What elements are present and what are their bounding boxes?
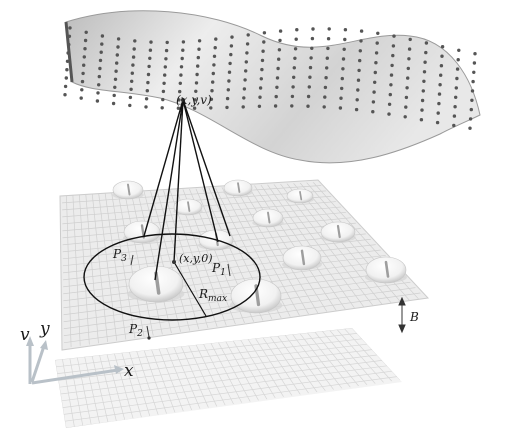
- p1-marker: [227, 263, 231, 277]
- peak-2: [173, 198, 203, 216]
- line-to-bump-right: [182, 99, 231, 237]
- peak-8: [320, 221, 356, 243]
- axis-y-line: [30, 345, 46, 383]
- rmax-radius-line: [173, 261, 207, 317]
- label-xy0: (x,y,0): [179, 252, 213, 265]
- xyv-point: [181, 98, 185, 102]
- p3-marker: [130, 254, 134, 266]
- line-to-p3: [143, 99, 184, 237]
- xy0-point: [172, 260, 176, 264]
- peak-7: [252, 208, 284, 228]
- surface: [63, 10, 481, 164]
- peak-9: [127, 265, 185, 303]
- rmax-circle: [83, 233, 261, 321]
- line-to-xy0: [173, 99, 184, 263]
- label-xyv: (x,y,v): [176, 93, 212, 107]
- label-rmax: Rmax: [198, 287, 227, 304]
- label-p2: P2: [128, 322, 143, 339]
- label-p1: P1: [211, 261, 226, 278]
- peaks: [112, 179, 407, 314]
- peak-4: [286, 188, 314, 204]
- connection-lines: [143, 99, 231, 281]
- label-b: B: [409, 310, 419, 324]
- label-p3: P3: [112, 247, 127, 264]
- label-axis-y: y: [39, 319, 50, 339]
- line-to-p2: [154, 99, 184, 281]
- axes-icon: [26, 336, 124, 385]
- peak-12: [365, 256, 407, 284]
- peak-11: [282, 245, 322, 271]
- point-markers: [130, 254, 231, 338]
- peak-10: [229, 278, 283, 314]
- p2-point: [147, 336, 151, 340]
- label-axis-v: v: [20, 325, 30, 345]
- axis-x-line: [31, 368, 119, 385]
- line-to-p1-bump: [182, 99, 219, 243]
- peak-3: [223, 179, 253, 197]
- b-arrow-icon: [398, 296, 406, 334]
- p2-marker: [146, 325, 150, 338]
- peak-1: [112, 180, 144, 200]
- label-axis-x: x: [124, 361, 134, 381]
